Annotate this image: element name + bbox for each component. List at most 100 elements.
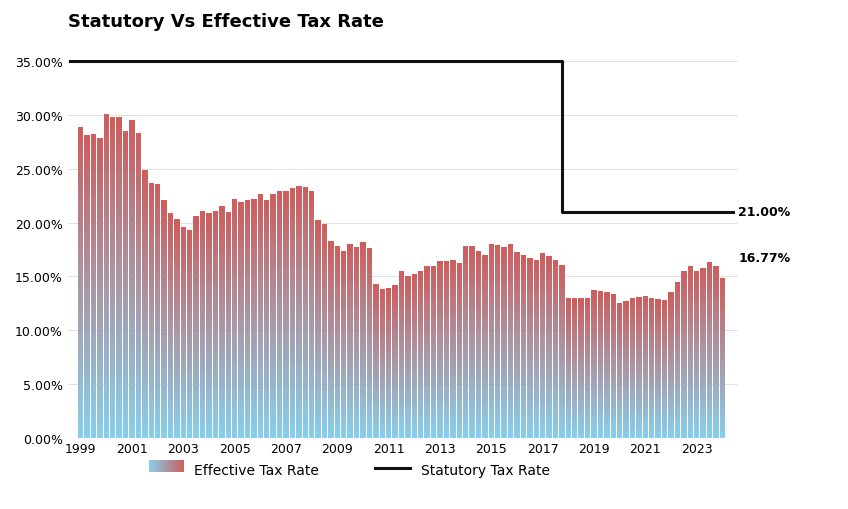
Bar xyxy=(572,417,577,419)
Bar xyxy=(418,418,423,421)
Bar xyxy=(142,300,148,304)
Bar xyxy=(559,331,565,334)
Bar xyxy=(591,342,597,345)
Bar xyxy=(110,422,115,427)
Bar xyxy=(219,242,225,245)
Bar xyxy=(566,307,571,310)
Bar xyxy=(98,358,103,363)
Bar xyxy=(181,291,186,294)
Bar xyxy=(174,325,180,329)
Bar xyxy=(681,282,687,285)
Bar xyxy=(694,330,700,332)
Bar xyxy=(700,364,706,367)
Bar xyxy=(91,246,96,251)
Bar xyxy=(399,388,404,390)
Bar xyxy=(450,337,455,341)
Bar xyxy=(527,387,533,390)
Bar xyxy=(123,188,128,193)
Bar xyxy=(129,295,135,301)
Bar xyxy=(232,251,237,255)
Bar xyxy=(335,428,340,431)
Bar xyxy=(335,397,340,400)
Bar xyxy=(463,288,468,291)
Bar xyxy=(553,329,558,331)
Bar xyxy=(213,234,218,238)
Bar xyxy=(720,332,725,334)
Bar xyxy=(129,232,135,237)
Bar xyxy=(123,331,128,336)
Bar xyxy=(200,351,205,355)
Bar xyxy=(578,377,584,380)
Bar xyxy=(258,409,263,413)
Bar xyxy=(675,321,680,324)
Bar xyxy=(540,426,545,429)
Bar xyxy=(533,334,539,337)
Bar xyxy=(688,381,693,383)
Bar xyxy=(116,155,122,161)
Bar xyxy=(116,272,122,278)
Bar xyxy=(411,280,417,283)
Bar xyxy=(129,322,135,327)
Bar xyxy=(707,272,712,274)
Bar xyxy=(399,305,404,307)
Bar xyxy=(540,410,545,413)
Bar xyxy=(713,389,718,392)
Bar xyxy=(309,298,315,302)
Bar xyxy=(617,384,622,386)
Bar xyxy=(662,360,667,362)
Bar xyxy=(335,415,340,418)
Bar xyxy=(380,329,385,332)
Bar xyxy=(450,296,455,299)
Bar xyxy=(238,301,243,304)
Bar xyxy=(155,412,160,417)
Bar xyxy=(303,379,308,384)
Bar xyxy=(123,295,128,300)
Bar xyxy=(572,361,577,363)
Bar xyxy=(450,397,455,400)
Bar xyxy=(662,303,667,305)
Bar xyxy=(438,408,443,411)
Bar xyxy=(283,208,288,212)
Bar xyxy=(110,390,115,395)
Bar xyxy=(399,288,404,291)
Bar xyxy=(418,385,423,388)
Bar xyxy=(110,235,115,241)
Bar xyxy=(559,417,565,420)
Bar xyxy=(116,347,122,352)
Bar xyxy=(142,215,148,219)
Bar xyxy=(193,393,199,397)
Bar xyxy=(219,307,225,311)
Bar xyxy=(483,401,488,404)
Bar xyxy=(283,348,288,352)
Bar xyxy=(103,195,109,201)
Bar xyxy=(78,391,83,397)
Bar xyxy=(277,286,282,290)
Bar xyxy=(78,293,83,298)
Bar xyxy=(290,268,295,272)
Bar xyxy=(200,355,205,358)
Bar xyxy=(527,303,533,306)
Bar xyxy=(623,374,629,377)
Bar xyxy=(611,313,616,316)
Bar xyxy=(380,403,385,406)
Bar xyxy=(578,403,584,405)
Bar xyxy=(533,379,539,382)
Bar xyxy=(450,329,455,331)
Bar xyxy=(168,299,173,303)
Bar xyxy=(366,252,372,255)
Bar xyxy=(136,180,141,185)
Bar xyxy=(258,288,263,292)
Bar xyxy=(476,354,481,357)
Bar xyxy=(495,371,500,374)
Bar xyxy=(604,431,610,433)
Bar xyxy=(578,298,584,301)
Bar xyxy=(161,295,167,299)
Bar xyxy=(425,432,430,435)
Bar xyxy=(681,338,687,341)
Bar xyxy=(200,211,205,215)
Bar xyxy=(296,220,302,224)
Bar xyxy=(187,372,192,376)
Bar xyxy=(341,388,347,391)
Bar xyxy=(181,248,186,252)
Bar xyxy=(463,266,468,269)
